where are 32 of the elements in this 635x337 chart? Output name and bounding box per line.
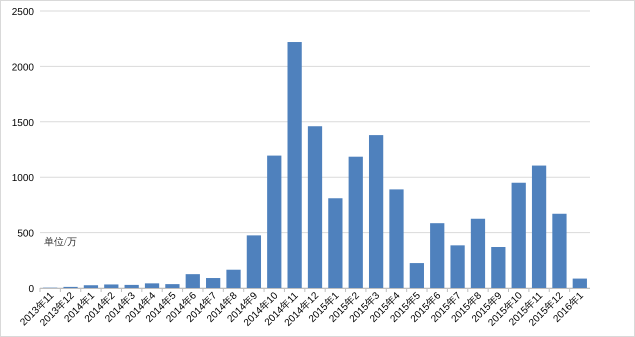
- bar: [389, 189, 404, 288]
- bar: [450, 245, 465, 288]
- bar: [552, 214, 567, 288]
- bar: [226, 270, 241, 288]
- bar: [308, 126, 322, 288]
- bar: [328, 198, 342, 288]
- bar: [512, 182, 526, 288]
- bar: [572, 278, 587, 288]
- y-tick-label: 1500: [12, 118, 34, 129]
- bar: [288, 42, 302, 288]
- y-tick-label: 2000: [12, 62, 34, 74]
- bar: [206, 278, 220, 288]
- annotation: 单位/万: [44, 236, 77, 248]
- bar: [165, 284, 180, 288]
- bar: [368, 135, 384, 288]
- bar: [267, 156, 282, 288]
- bar: [84, 285, 98, 288]
- bar: [246, 235, 262, 288]
- y-tick-label: 1000: [12, 173, 34, 184]
- bar: [470, 218, 486, 288]
- bar: [144, 283, 160, 288]
- bar: [186, 274, 200, 288]
- bar: [430, 223, 444, 288]
- y-tick-label: 2500: [12, 7, 34, 18]
- bar: [348, 156, 363, 288]
- y-tick-label: 500: [17, 228, 34, 240]
- bar: [410, 263, 424, 288]
- bar: [124, 284, 139, 288]
- y-tick-label: 0: [28, 284, 34, 295]
- bar: [104, 284, 118, 288]
- bar: [532, 166, 546, 288]
- bar: [491, 247, 506, 288]
